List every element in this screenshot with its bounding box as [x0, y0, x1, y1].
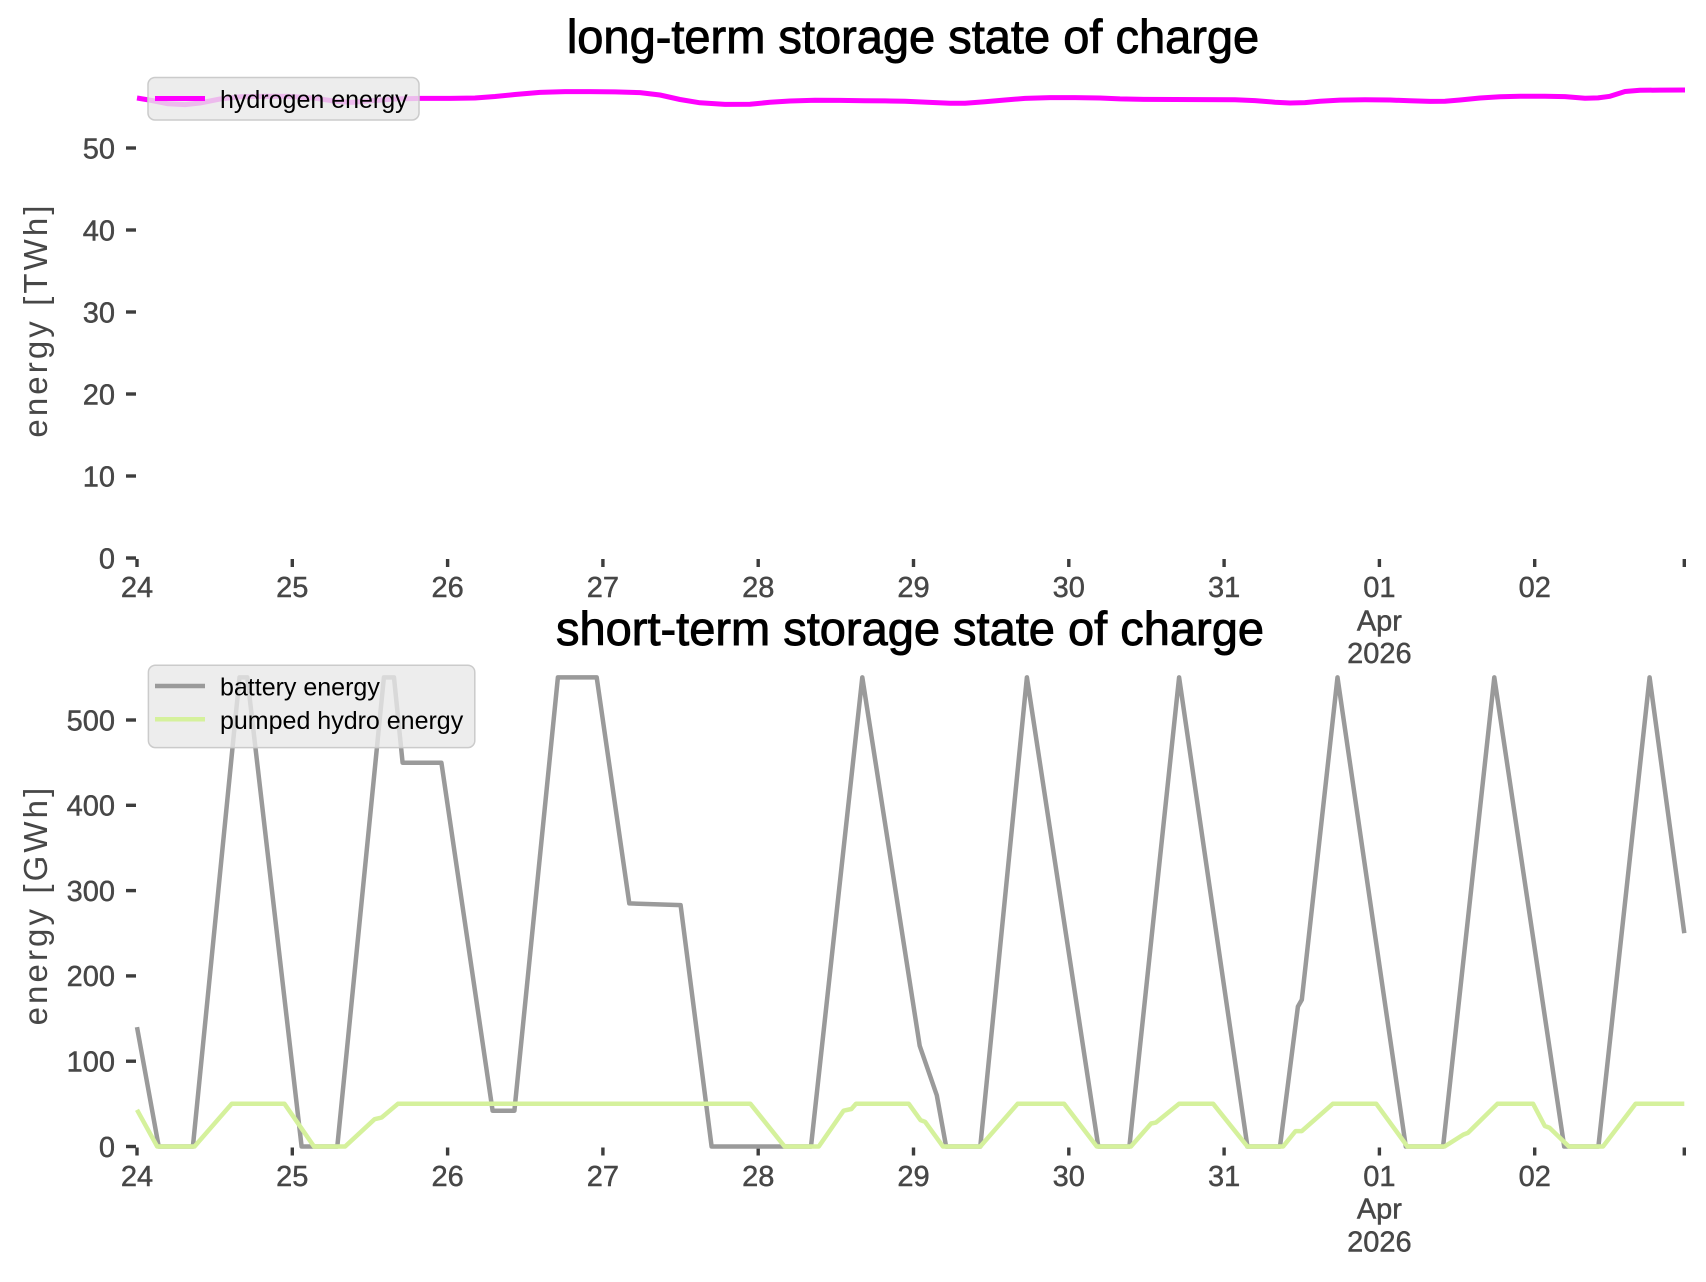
svg-text:500: 500	[67, 705, 115, 737]
svg-text:300: 300	[67, 876, 115, 908]
svg-text:24: 24	[121, 572, 153, 604]
svg-text:50: 50	[83, 133, 115, 165]
svg-text:2026: 2026	[1347, 1227, 1412, 1259]
svg-text:31: 31	[1208, 1161, 1240, 1193]
svg-text:Apr: Apr	[1357, 1194, 1402, 1226]
svg-text:100: 100	[67, 1047, 115, 1079]
svg-text:27: 27	[587, 572, 619, 604]
svg-text:02: 02	[1519, 1161, 1551, 1193]
svg-text:26: 26	[431, 572, 463, 604]
svg-text:2026: 2026	[1347, 638, 1412, 670]
svg-text:01: 01	[1363, 1161, 1395, 1193]
svg-text:26: 26	[431, 1161, 463, 1193]
svg-text:29: 29	[897, 572, 929, 604]
svg-text:31: 31	[1208, 572, 1240, 604]
svg-text:400: 400	[67, 791, 115, 823]
svg-text:30: 30	[83, 297, 115, 329]
svg-text:short-term storage state of ch: short-term storage state of charge	[556, 602, 1264, 655]
svg-text:long-term storage state of cha: long-term storage state of charge	[567, 10, 1259, 63]
svg-text:27: 27	[587, 1161, 619, 1193]
svg-text:hydrogen energy: hydrogen energy	[220, 86, 408, 114]
svg-text:02: 02	[1519, 572, 1551, 604]
svg-text:Apr: Apr	[1357, 606, 1402, 638]
svg-text:28: 28	[742, 1161, 774, 1193]
svg-text:energy [GWh]: energy [GWh]	[17, 785, 54, 1026]
svg-text:20: 20	[83, 379, 115, 411]
svg-text:25: 25	[276, 1161, 308, 1193]
svg-text:0: 0	[99, 543, 115, 575]
svg-text:energy [TWh]: energy [TWh]	[17, 202, 54, 437]
svg-text:25: 25	[276, 572, 308, 604]
svg-text:30: 30	[1053, 1161, 1085, 1193]
svg-text:40: 40	[83, 215, 115, 247]
svg-text:10: 10	[83, 461, 115, 493]
svg-text:battery energy: battery energy	[220, 674, 380, 702]
svg-text:24: 24	[121, 1161, 153, 1193]
svg-text:0: 0	[99, 1132, 115, 1164]
svg-text:pumped hydro energy: pumped hydro energy	[220, 707, 464, 735]
svg-text:200: 200	[67, 961, 115, 993]
svg-text:30: 30	[1053, 572, 1085, 604]
svg-text:01: 01	[1363, 572, 1395, 604]
svg-text:28: 28	[742, 572, 774, 604]
svg-text:29: 29	[897, 1161, 929, 1193]
